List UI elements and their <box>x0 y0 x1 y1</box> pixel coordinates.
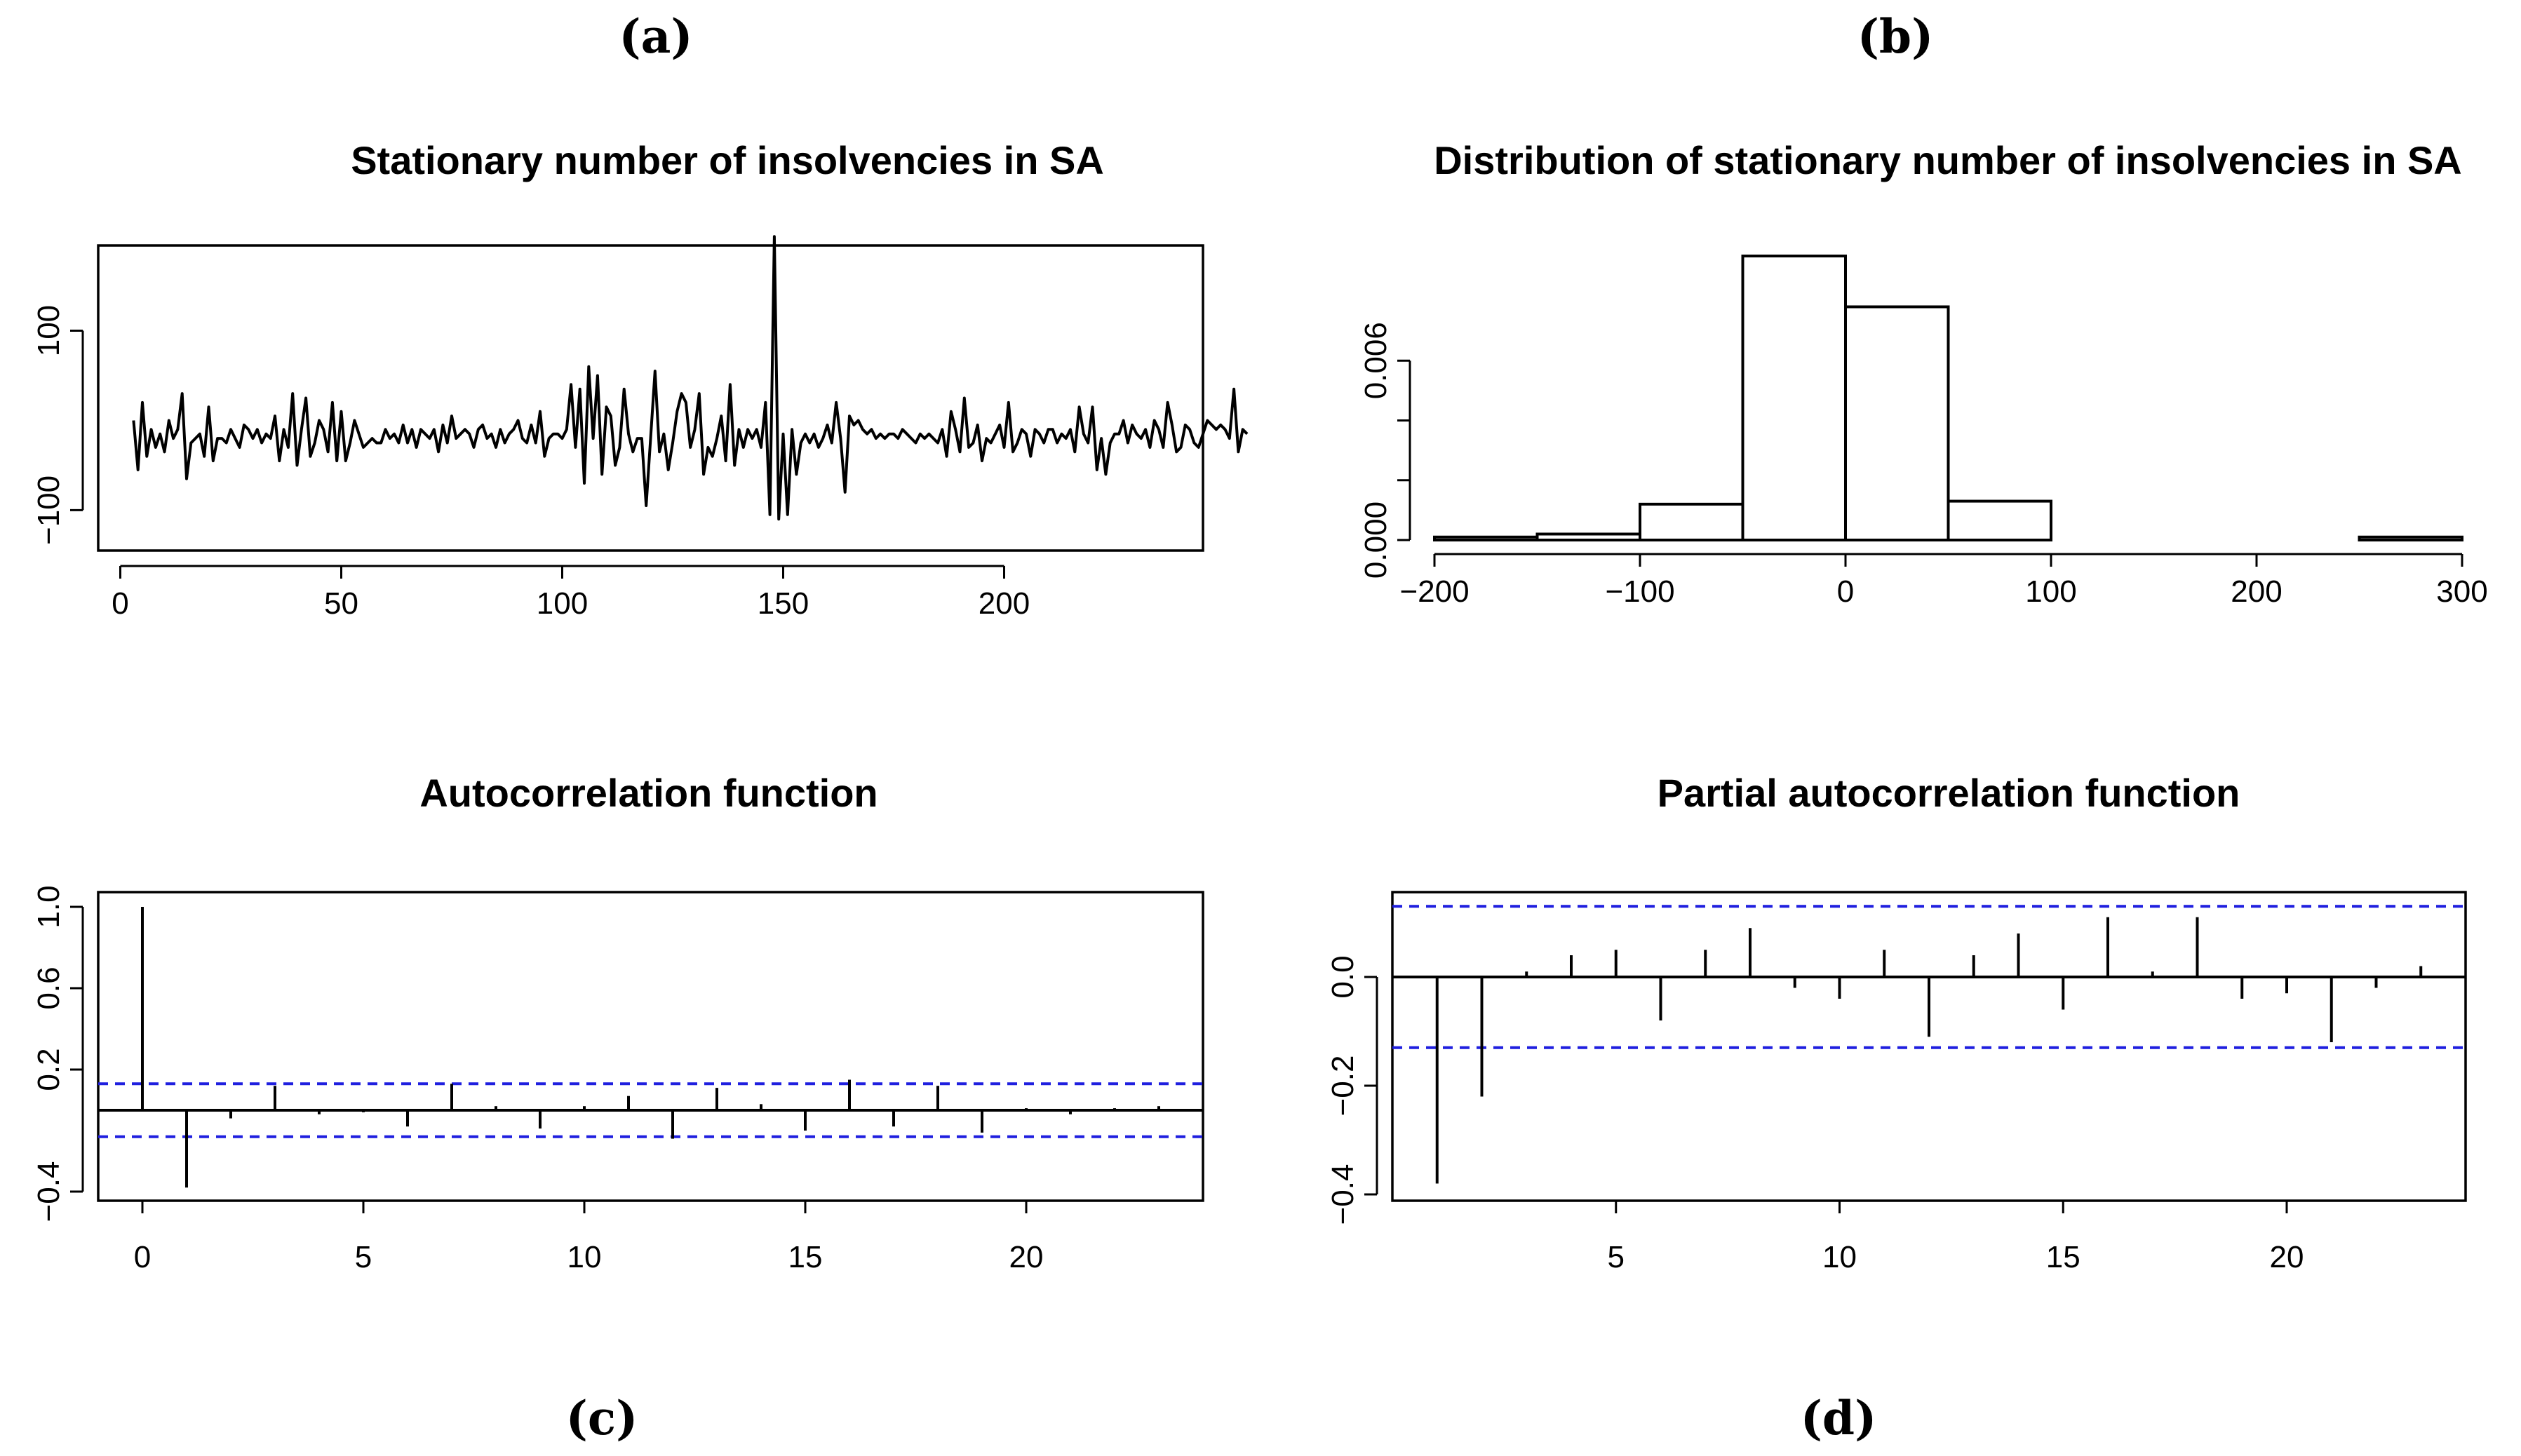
x-tick-label: 200 <box>979 586 1030 621</box>
x-tick-label: 200 <box>2231 574 2282 609</box>
panel-label-a: (a) <box>619 9 692 64</box>
chart-d-title: Partial autocorrelation function <box>1658 771 2240 815</box>
x-tick-label: 0 <box>134 1240 151 1274</box>
chart-d-pacf: 5 10 15 20 −0.4 −0.2 0.0 <box>1326 891 2467 1274</box>
y-tick-label: −0.4 <box>32 1161 66 1222</box>
histogram-bar <box>1947 499 2052 541</box>
y-tick-label: −0.4 <box>1326 1164 1360 1225</box>
y-tick-label: 100 <box>32 305 66 356</box>
x-tick-label: 5 <box>1608 1240 1625 1274</box>
x-tick-label: 0 <box>1837 574 1854 609</box>
y-tick-label: 1.0 <box>32 885 66 928</box>
x-tick-label: 150 <box>758 586 809 621</box>
y-tick-label: 0.6 <box>32 966 66 1009</box>
x-tick-label: 20 <box>2270 1240 2304 1274</box>
x-tick-label: 10 <box>1822 1240 1857 1274</box>
chart-c-acf: 0 5 10 15 20 −0.4 0.2 0.6 1.0 <box>32 885 1204 1274</box>
x-tick-label: 15 <box>2046 1240 2080 1274</box>
x-tick-label: 100 <box>537 586 588 621</box>
chart-a-series-line <box>132 235 1249 521</box>
chart-c-title: Autocorrelation function <box>419 771 878 815</box>
x-tick-label: 5 <box>355 1240 372 1274</box>
x-tick-label: 300 <box>2436 574 2487 609</box>
panel-label-d: (d) <box>1801 1391 1877 1445</box>
y-tick-label: −0.2 <box>1326 1056 1360 1117</box>
x-tick-label: 15 <box>788 1240 823 1274</box>
panel-label-c: (c) <box>566 1391 638 1445</box>
x-tick-label: 10 <box>567 1240 602 1274</box>
y-tick-label: 0.000 <box>1359 501 1393 579</box>
chart-a-time-series: 0 50 100 150 200 −100 100 <box>32 235 1249 621</box>
y-tick-label: −100 <box>32 476 66 545</box>
x-tick-label: −100 <box>1605 574 1674 609</box>
panel-label-b: (b) <box>1857 9 1934 64</box>
histogram-bar <box>1535 532 1641 542</box>
chart-c-frame <box>97 891 1204 1202</box>
x-tick-label: 0 <box>112 586 128 621</box>
chart-a-frame <box>97 244 1204 552</box>
x-tick-label: −200 <box>1399 574 1469 609</box>
y-tick-label: 0.0 <box>1326 955 1360 998</box>
x-tick-label: 100 <box>2025 574 2076 609</box>
histogram-bar <box>1639 502 1744 541</box>
chart-b-title: Distribution of stationary number of ins… <box>1434 138 2462 182</box>
x-tick-label: 50 <box>324 586 358 621</box>
y-tick-label: 0.006 <box>1359 322 1393 399</box>
histogram-bar <box>1433 535 1539 541</box>
histogram-bar <box>2358 535 2463 541</box>
x-tick-label: 20 <box>1009 1240 1044 1274</box>
histogram-bar <box>1741 255 1847 541</box>
y-tick-label: 0.2 <box>32 1048 66 1091</box>
chart-b-histogram: −200 −100 0 100 200 300 0.000 0.006 <box>1359 255 2488 609</box>
chart-a-title: Stationary number of insolvencies in SA <box>351 138 1104 182</box>
histogram-bar <box>1844 305 1950 541</box>
